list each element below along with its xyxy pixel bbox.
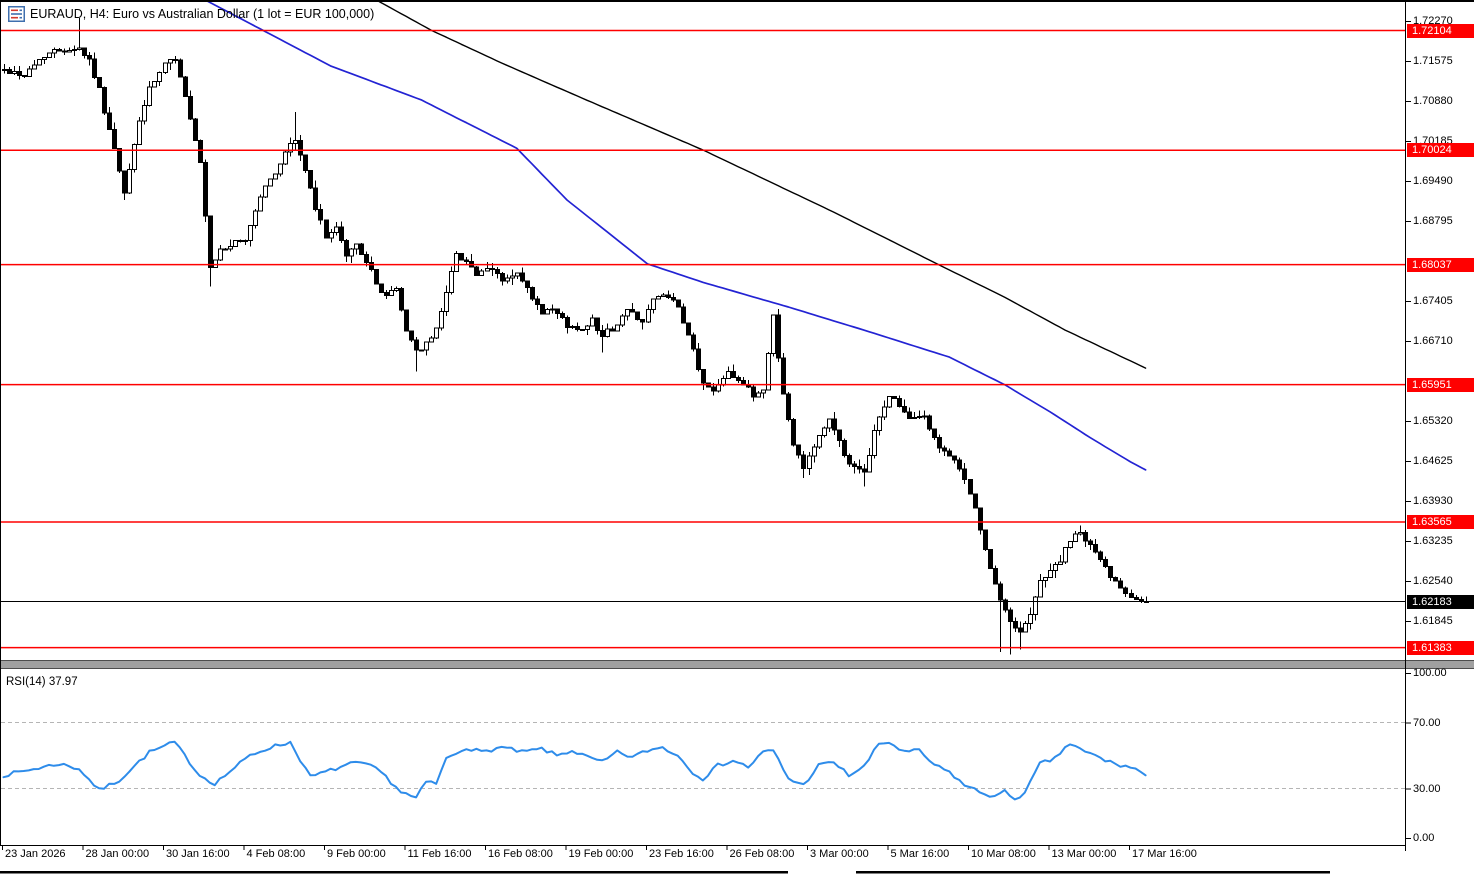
time-tick-label: 28 Jan 00:00 [85,848,150,860]
price-tick-label: 1.69490 [1413,175,1453,187]
level-price-badge: 1.72104 [1407,23,1474,38]
price-tick-label: 1.64625 [1413,455,1453,467]
level-price-badge: 1.68037 [1407,257,1474,272]
time-tick-label: 13 Mar 00:00 [1051,848,1117,860]
time-tick-label: 3 Mar 00:00 [810,848,869,860]
time-tick-label: 19 Feb 00:00 [568,848,634,860]
price-tick-label: 1.68795 [1413,215,1453,227]
time-tick-label: 4 Feb 08:00 [246,848,306,860]
level-price-badge: 1.63565 [1407,515,1474,529]
level-price-badge: 1.65951 [1407,377,1474,392]
price-tick-label: 1.66710 [1413,335,1453,347]
time-tick-label: 16 Feb 08:00 [488,848,553,860]
price-tick-label: 1.71575 [1413,55,1453,67]
price-tick-label: 1.62540 [1413,575,1453,587]
time-tick-label: 30 Jan 16:00 [166,848,230,860]
current-price-badge: 1.62183 [1407,594,1474,609]
level-price-badge: 1.61383 [1407,640,1474,655]
time-tick-label: 17 Mar 16:00 [1132,848,1197,860]
price-tick-label: 1.70880 [1413,95,1453,107]
price-tick-label: 1.65320 [1413,415,1453,427]
price-tick-label: 1.67405 [1413,295,1453,307]
rsi-tick-label: 0.00 [1413,832,1435,844]
price-tick-label: 1.61845 [1413,615,1453,627]
rsi-tick-label: 70.00 [1413,716,1441,729]
chart-icon [8,6,25,22]
chart-title: EURAUD, H4: Euro vs Australian Dollar (1… [30,7,375,21]
rsi-tick-label: 30.00 [1413,782,1441,795]
time-tick-label: 23 Jan 2026 [5,848,66,860]
time-tick-label: 10 Mar 08:00 [971,848,1036,860]
time-tick-label: 26 Feb 08:00 [729,848,795,860]
rsi-label: RSI(14) 37.97 [6,676,78,688]
time-tick-label: 9 Feb 00:00 [327,848,386,860]
time-tick-label: 23 Feb 16:00 [649,848,714,860]
level-price-badge: 1.70024 [1407,143,1474,158]
price-tick-label: 1.63930 [1413,495,1453,507]
time-tick-label: 11 Feb 16:00 [407,848,472,860]
price-tick-label: 1.63235 [1413,535,1453,547]
time-tick-label: 5 Mar 16:00 [890,848,950,860]
rsi-tick-label: 100.00 [1413,667,1447,679]
